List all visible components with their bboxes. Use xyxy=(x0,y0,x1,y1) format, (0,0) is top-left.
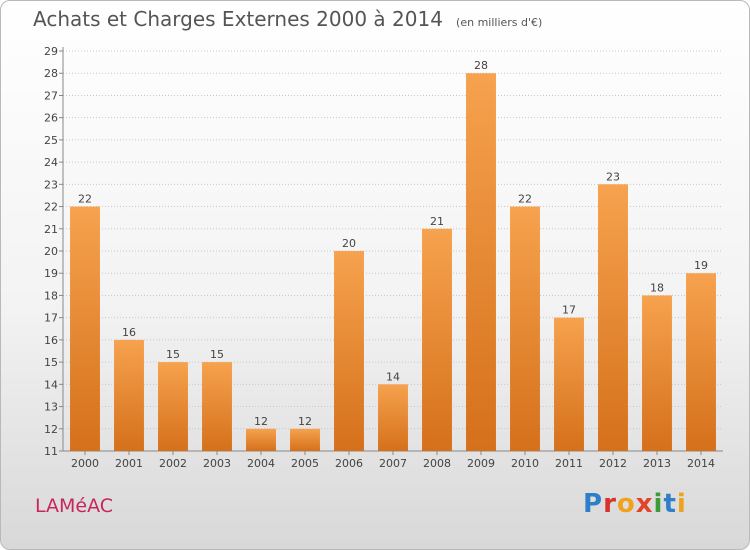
bar-2001[interactable] xyxy=(114,339,144,451)
x-tick-label: 2000 xyxy=(71,457,99,470)
y-tick-label: 18 xyxy=(44,289,58,302)
y-tick-label: 16 xyxy=(44,334,58,347)
logo-letter: i xyxy=(676,489,687,519)
data-label: 16 xyxy=(122,326,136,339)
bar-2002[interactable] xyxy=(158,362,188,451)
y-tick-label: 12 xyxy=(44,423,58,436)
commune-name: LAMéAC xyxy=(35,495,114,517)
data-label: 20 xyxy=(342,237,356,250)
bar-2011[interactable] xyxy=(554,317,584,451)
bar-2013[interactable] xyxy=(642,295,672,451)
y-tick-label: 14 xyxy=(44,378,58,391)
x-tick-label: 2008 xyxy=(423,457,451,470)
bar-2000[interactable] xyxy=(70,206,100,451)
x-tick-label: 2012 xyxy=(599,457,627,470)
x-tick-label: 2004 xyxy=(247,457,275,470)
x-tick-label: 2005 xyxy=(291,457,319,470)
data-label: 28 xyxy=(474,59,488,72)
y-tick-label: 13 xyxy=(44,401,58,414)
y-tick-label: 11 xyxy=(44,445,58,458)
y-tick-label: 21 xyxy=(44,223,58,236)
x-tick-label: 2014 xyxy=(687,457,715,470)
data-label: 15 xyxy=(210,348,224,361)
bar-2010[interactable] xyxy=(510,206,540,451)
bar-2006[interactable] xyxy=(334,251,364,451)
y-tick-label: 24 xyxy=(44,156,58,169)
y-tick-label: 19 xyxy=(44,267,58,280)
data-label: 19 xyxy=(694,259,708,272)
data-label: 18 xyxy=(650,281,664,294)
y-tick-label: 28 xyxy=(44,67,58,80)
data-label: 22 xyxy=(78,193,92,206)
bar-2012[interactable] xyxy=(598,184,628,452)
bar-2007[interactable] xyxy=(378,384,408,451)
bar-2004[interactable] xyxy=(246,428,276,451)
logo-letter: t xyxy=(663,489,677,519)
y-tick-label: 22 xyxy=(44,201,58,214)
y-tick-label: 23 xyxy=(44,178,58,191)
proxiti-logo[interactable]: Proxiti xyxy=(583,489,687,519)
bar-2009[interactable] xyxy=(466,73,496,451)
bar-2005[interactable] xyxy=(290,428,320,451)
y-tick-label: 26 xyxy=(44,112,58,125)
data-label: 15 xyxy=(166,348,180,361)
x-tick-label: 2010 xyxy=(511,457,539,470)
logo-letter: o xyxy=(616,489,636,519)
data-label: 23 xyxy=(606,170,620,183)
y-tick-label: 25 xyxy=(44,134,58,147)
title-row: Achats et Charges Externes 2000 à 2014 (… xyxy=(33,7,542,31)
chart-subtitle: (en milliers d'€) xyxy=(456,16,543,29)
bar-2014[interactable] xyxy=(686,273,716,451)
x-tick-label: 2002 xyxy=(159,457,187,470)
chart-title: Achats et Charges Externes 2000 à 2014 xyxy=(33,7,443,31)
logo-letter: i xyxy=(653,489,664,519)
x-tick-label: 2009 xyxy=(467,457,495,470)
x-tick-label: 2006 xyxy=(335,457,363,470)
logo-letter: r xyxy=(603,489,617,519)
y-tick-label: 17 xyxy=(44,312,58,325)
data-label: 12 xyxy=(254,415,268,428)
bar-2003[interactable] xyxy=(202,362,232,451)
x-tick-label: 2003 xyxy=(203,457,231,470)
data-label: 17 xyxy=(562,304,576,317)
data-label: 12 xyxy=(298,415,312,428)
data-label: 22 xyxy=(518,193,532,206)
x-tick-label: 2011 xyxy=(555,457,583,470)
logo-letter: x xyxy=(635,489,654,519)
x-tick-label: 2001 xyxy=(115,457,143,470)
y-tick-label: 15 xyxy=(44,356,58,369)
x-tick-label: 2007 xyxy=(379,457,407,470)
data-label: 21 xyxy=(430,215,444,228)
logo-letter: P xyxy=(583,489,604,519)
x-tick-label: 2013 xyxy=(643,457,671,470)
data-label: 14 xyxy=(386,370,400,383)
y-tick-label: 29 xyxy=(44,45,58,58)
y-tick-label: 20 xyxy=(44,245,58,258)
bar-2008[interactable] xyxy=(422,228,452,451)
y-tick-label: 27 xyxy=(44,89,58,102)
